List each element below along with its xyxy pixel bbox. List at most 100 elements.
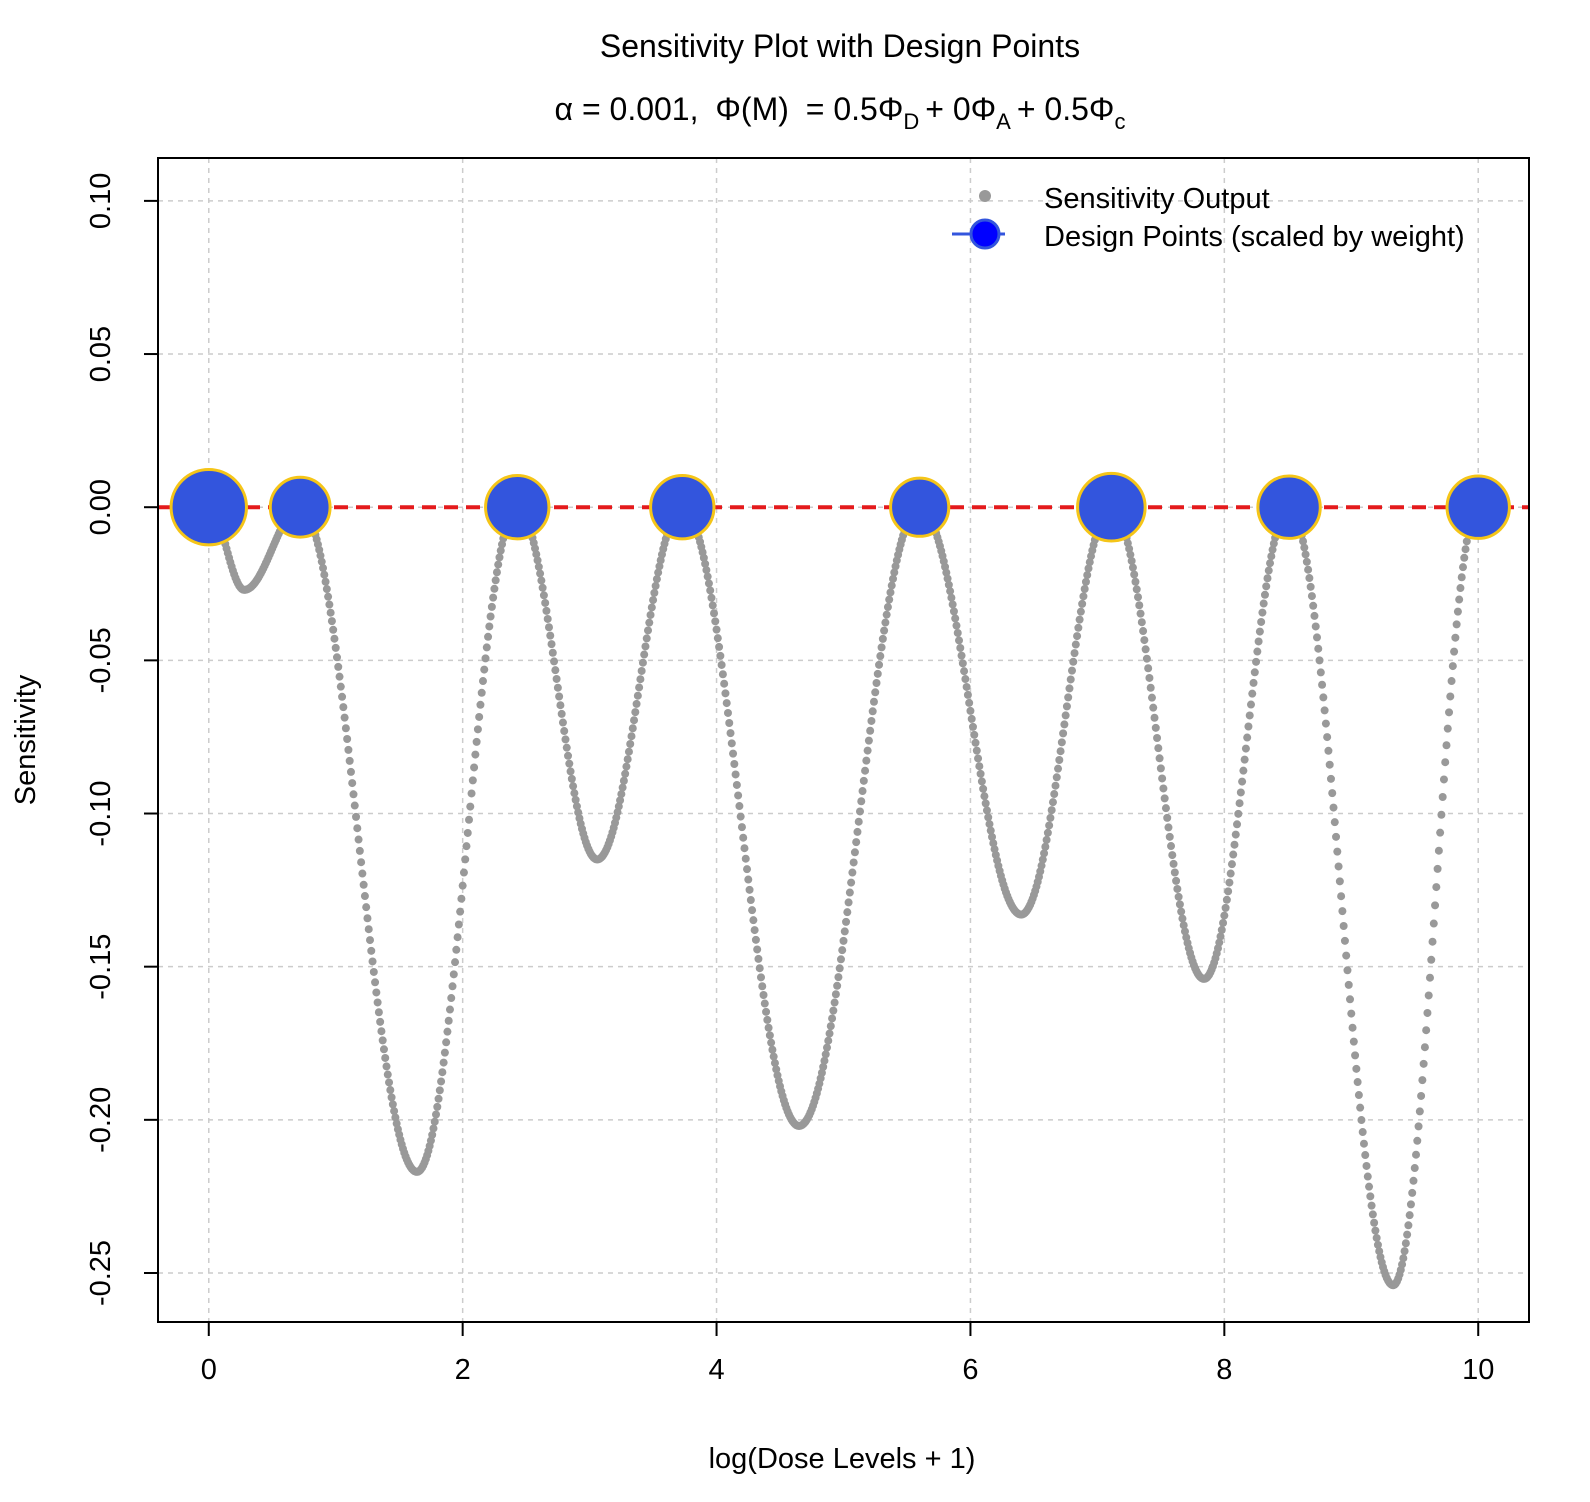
curve-point — [840, 927, 849, 936]
curve-point — [430, 1117, 439, 1126]
curve-point — [465, 815, 474, 824]
curve-point — [1352, 1064, 1361, 1073]
curve-point — [1145, 673, 1154, 682]
curve-point — [1041, 842, 1050, 851]
curve-point — [722, 699, 731, 708]
curve-point — [635, 683, 644, 692]
curve-point — [1423, 1008, 1432, 1017]
curve-point — [494, 560, 503, 569]
curve-point — [1066, 675, 1075, 684]
curve-point — [1235, 799, 1244, 808]
curve-point — [1398, 1260, 1407, 1269]
curve-point — [875, 660, 884, 669]
curve-point — [1339, 922, 1348, 930]
subtitle-formula-rhs: = 0.5Φ — [806, 91, 904, 127]
curve-point — [457, 894, 466, 903]
curve-point — [1128, 563, 1137, 572]
curve-point — [636, 675, 645, 684]
y-tick-label-6: 0.05 — [85, 326, 117, 382]
curve-point — [1460, 553, 1469, 562]
curve-point — [484, 632, 493, 641]
curve-point — [1159, 784, 1168, 793]
curve-point — [1365, 1182, 1374, 1191]
curve-point — [743, 865, 752, 874]
curve-point — [345, 756, 354, 765]
curve-point — [622, 762, 631, 771]
curve-point — [1413, 1136, 1422, 1145]
curve-point — [1372, 1233, 1381, 1242]
curve-point — [1431, 901, 1440, 910]
curve-point — [1425, 973, 1434, 982]
curve-point — [703, 572, 712, 581]
curve-point — [1060, 720, 1069, 729]
curve-point — [495, 553, 504, 562]
curve-point — [538, 583, 547, 592]
curve-point — [626, 740, 635, 748]
curve-point — [1175, 900, 1184, 909]
curve-point — [867, 716, 876, 725]
curve-point — [1417, 1091, 1426, 1100]
curve-point — [821, 1050, 830, 1059]
curve-point — [955, 636, 964, 645]
curve-point — [943, 574, 952, 583]
curve-point — [1248, 689, 1257, 698]
curve-point — [472, 737, 481, 746]
curve-point — [834, 973, 843, 982]
curve-point — [745, 885, 754, 894]
curve-point — [863, 746, 872, 755]
curve-point — [1267, 552, 1276, 561]
curve-point — [570, 789, 579, 798]
curve-point — [883, 603, 892, 612]
curve-point — [759, 990, 768, 999]
curve-point — [732, 780, 741, 789]
curve-point — [1073, 632, 1082, 641]
y-axis-title: Sensitivity — [10, 674, 42, 805]
curve-point — [1139, 627, 1148, 636]
curve-point — [967, 714, 976, 723]
curve-point — [617, 790, 626, 799]
curve-point — [491, 576, 500, 585]
curve-point — [539, 591, 548, 600]
curve-point — [1038, 855, 1047, 864]
curve-point — [727, 739, 736, 748]
curve-point — [1158, 774, 1167, 783]
curve-point — [869, 697, 878, 706]
curve-point — [862, 756, 871, 765]
curve-point — [764, 1023, 773, 1032]
curve-point — [1163, 813, 1172, 822]
chart-subtitle: α = 0.001, Φ(M) = 0.5ΦD + 0ΦA + 0.5Φc — [555, 91, 1126, 134]
curve-point — [989, 839, 998, 848]
curve-point — [1343, 966, 1352, 975]
curve-point — [631, 708, 640, 717]
curve-point — [442, 1038, 451, 1047]
curve-point — [645, 618, 654, 627]
curve-point — [378, 1036, 387, 1045]
y-tick-label-5: 0.00 — [85, 479, 117, 535]
curve-point — [741, 854, 750, 863]
curve-point — [1165, 832, 1174, 841]
curve-point — [618, 783, 627, 792]
curve-point — [567, 774, 576, 783]
curve-point — [710, 609, 719, 618]
curve-point — [712, 625, 721, 634]
curve-point — [845, 888, 854, 897]
x-axis: 0 2 4 6 8 10 — [201, 1322, 1494, 1386]
curve-point — [1455, 595, 1464, 604]
curve-point — [970, 730, 979, 739]
curve-point — [866, 726, 875, 735]
x-tick-label-5: 10 — [1462, 1354, 1494, 1386]
curve-point — [1453, 607, 1462, 616]
curve-point — [1356, 1103, 1365, 1112]
curve-point — [1246, 700, 1255, 709]
curve-point — [319, 564, 328, 573]
curve-point — [947, 593, 956, 602]
curve-point — [1309, 601, 1318, 610]
subtitle-alpha: α = 0.001, — [555, 91, 699, 127]
curve-point — [744, 875, 753, 884]
curve-point — [1222, 895, 1231, 904]
curve-point — [1146, 683, 1155, 692]
curve-point — [1174, 892, 1183, 901]
curve-point — [372, 988, 381, 997]
curve-point — [1268, 545, 1277, 554]
curve-point — [1141, 645, 1150, 654]
